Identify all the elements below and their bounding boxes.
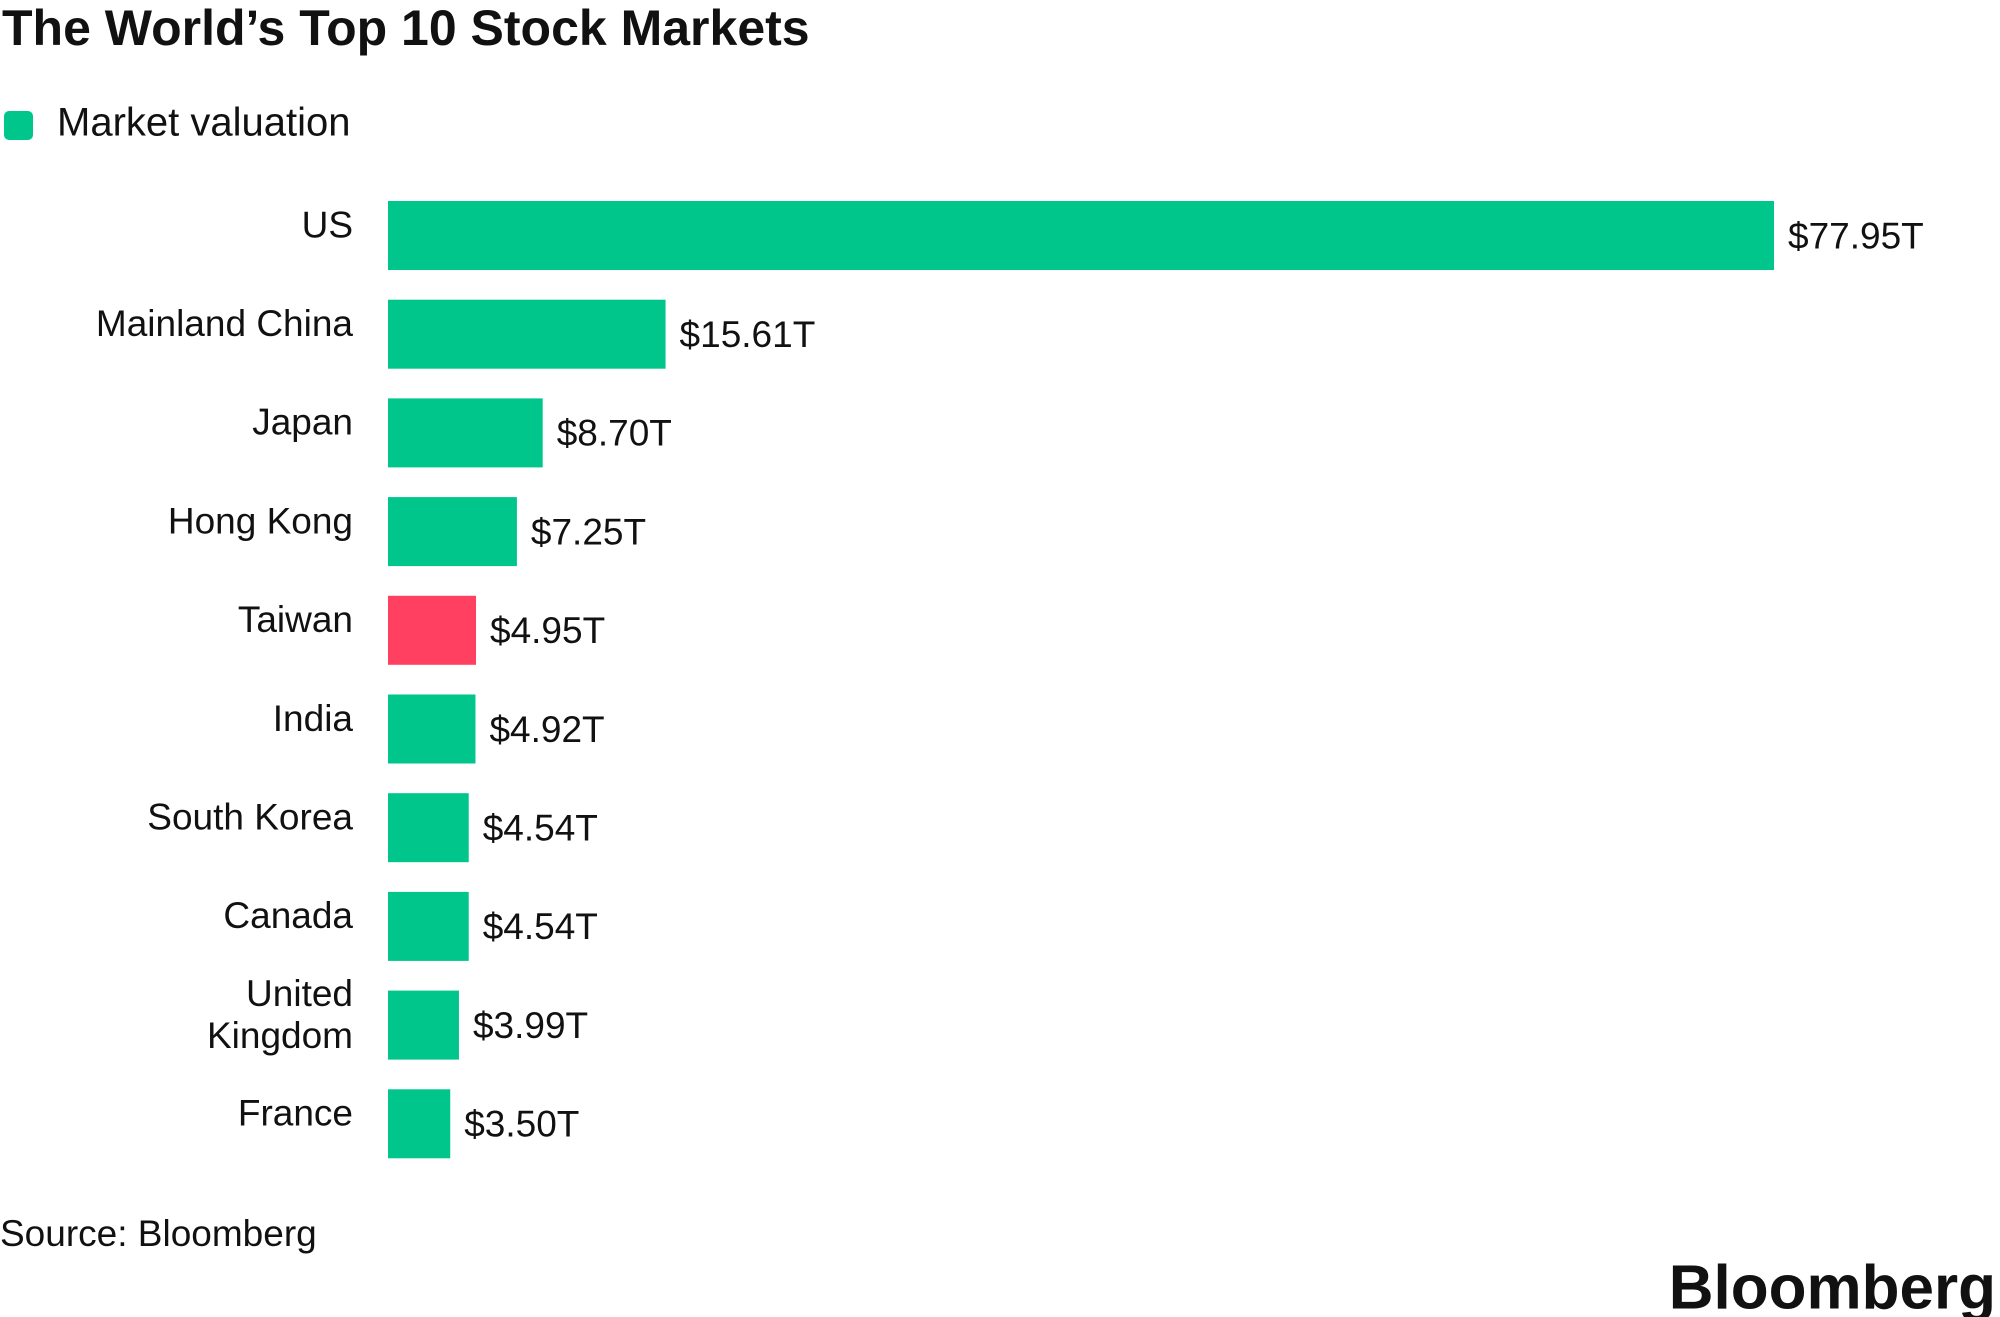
value-label: $8.70T: [557, 413, 672, 454]
bar: [388, 299, 666, 369]
category-label: Taiwan: [238, 599, 353, 640]
value-label: $4.54T: [483, 906, 598, 947]
category-label: Hong Kong: [168, 500, 353, 541]
category-label: France: [238, 1093, 353, 1134]
category-label: US: [302, 204, 353, 245]
value-label: $7.25T: [531, 511, 646, 552]
category-label: South Korea: [147, 796, 353, 837]
value-label: $15.61T: [680, 314, 816, 355]
bar: [388, 990, 459, 1060]
value-label: $4.92T: [489, 709, 604, 750]
bar: [388, 694, 476, 764]
bar: [388, 595, 477, 665]
value-label: $3.99T: [473, 1005, 588, 1046]
category-label: India: [273, 698, 354, 739]
legend-label: Market valuation: [57, 101, 350, 145]
value-label: $77.95T: [1788, 215, 1924, 256]
legend-swatch: [4, 111, 33, 140]
category-label: Canada: [223, 895, 353, 936]
logo: Bloomberg: [1669, 1253, 1996, 1317]
category-label: Mainland China: [96, 303, 354, 344]
category-label: United Kingdom: [207, 973, 353, 1056]
bar: [388, 398, 543, 468]
bar: [388, 1089, 451, 1159]
source: Source: Bloomberg: [0, 1213, 317, 1254]
chart-title: The World’s Top 10 Stock Markets: [2, 0, 810, 56]
value-label: $4.54T: [483, 807, 598, 848]
bar: [388, 793, 469, 863]
value-label: $3.50T: [464, 1104, 579, 1145]
bar: [388, 497, 517, 567]
value-label: $4.95T: [490, 610, 605, 651]
bar: [388, 891, 469, 961]
category-label: Japan: [252, 402, 353, 443]
bar: [388, 201, 1774, 270]
